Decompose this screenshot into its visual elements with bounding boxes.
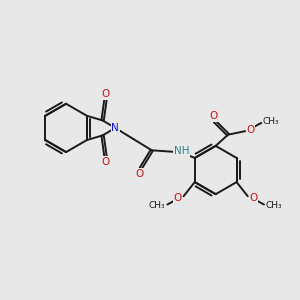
Text: N: N [111, 123, 119, 133]
Text: O: O [250, 193, 258, 203]
Text: CH₃: CH₃ [266, 201, 282, 210]
Text: O: O [209, 111, 218, 122]
Text: O: O [101, 89, 110, 99]
Text: CH₃: CH₃ [149, 201, 166, 210]
Text: O: O [173, 193, 182, 203]
Text: O: O [136, 169, 144, 178]
Text: NH: NH [174, 146, 189, 156]
Text: CH₃: CH₃ [263, 117, 279, 126]
Text: O: O [101, 157, 110, 166]
Text: O: O [247, 125, 255, 135]
